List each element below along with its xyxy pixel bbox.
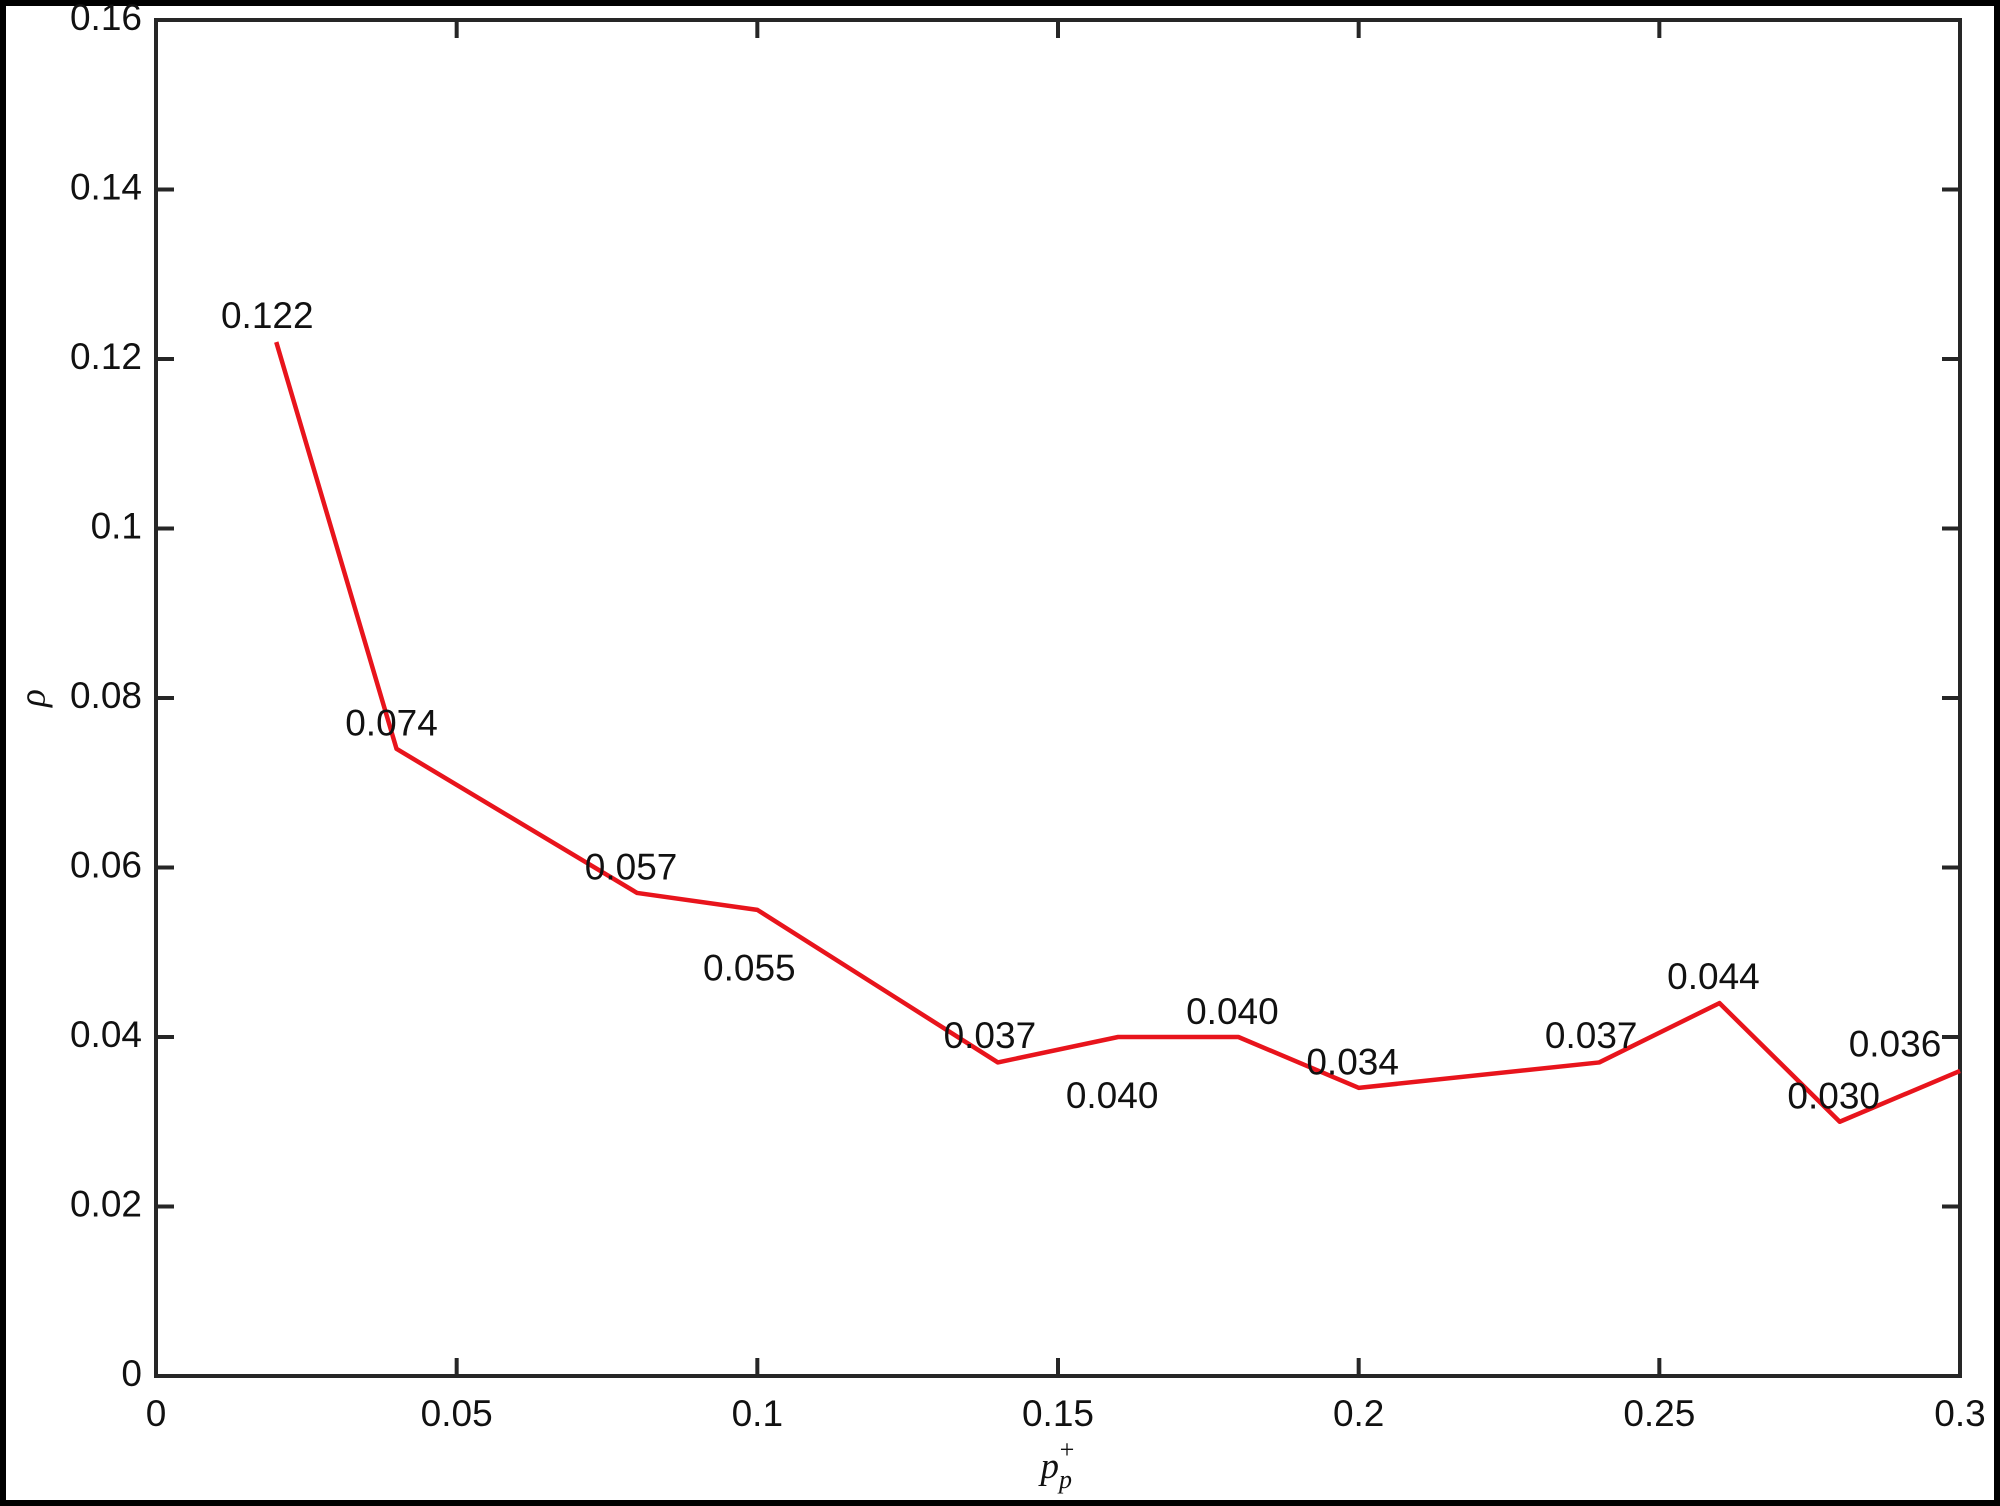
y-axis-label: ρ — [12, 689, 53, 708]
x-tick-label: 0.2 — [1333, 1393, 1384, 1434]
y-tick-label: 0.08 — [70, 675, 142, 716]
y-tick-label: 0.02 — [70, 1183, 142, 1224]
data-label: 0.055 — [703, 948, 796, 989]
y-tick-label: 0.14 — [70, 166, 142, 207]
x-tick-label: 0.1 — [732, 1393, 783, 1434]
y-tick-label: 0.12 — [70, 336, 142, 377]
data-label: 0.040 — [1186, 991, 1279, 1032]
x-tick-label: 0.05 — [421, 1393, 493, 1434]
x-axis-label: pp+ — [1037, 1435, 1075, 1494]
y-tick-label: 0 — [121, 1353, 142, 1394]
y-tick-label: 0.16 — [70, 0, 142, 38]
data-label: 0.036 — [1849, 1024, 1942, 1065]
data-label: 0.037 — [944, 1015, 1037, 1056]
y-tick-label: 0.06 — [70, 844, 142, 885]
x-label-base: p — [1037, 1446, 1059, 1487]
x-label-sub: p — [1057, 1465, 1072, 1494]
x-tick-label: 0 — [146, 1393, 167, 1434]
data-label: 0.044 — [1667, 956, 1760, 997]
data-label: 0.040 — [1066, 1075, 1159, 1116]
data-label: 0.074 — [345, 703, 438, 744]
data-label: 0.034 — [1306, 1042, 1399, 1083]
y-tick-label: 0.04 — [70, 1014, 142, 1055]
x-tick-label: 0.3 — [1934, 1393, 1985, 1434]
data-line — [274, 341, 1961, 1124]
x-tick-label: 0.25 — [1623, 1393, 1695, 1434]
data-label: 0.030 — [1787, 1076, 1880, 1117]
data-label: 0.122 — [221, 295, 314, 336]
x-label-sup: + — [1058, 1435, 1076, 1464]
data-label: 0.057 — [585, 847, 678, 888]
x-tick-label: 0.15 — [1022, 1393, 1094, 1434]
data-label: 0.037 — [1545, 1015, 1638, 1056]
y-tick-label: 0.1 — [91, 505, 142, 546]
